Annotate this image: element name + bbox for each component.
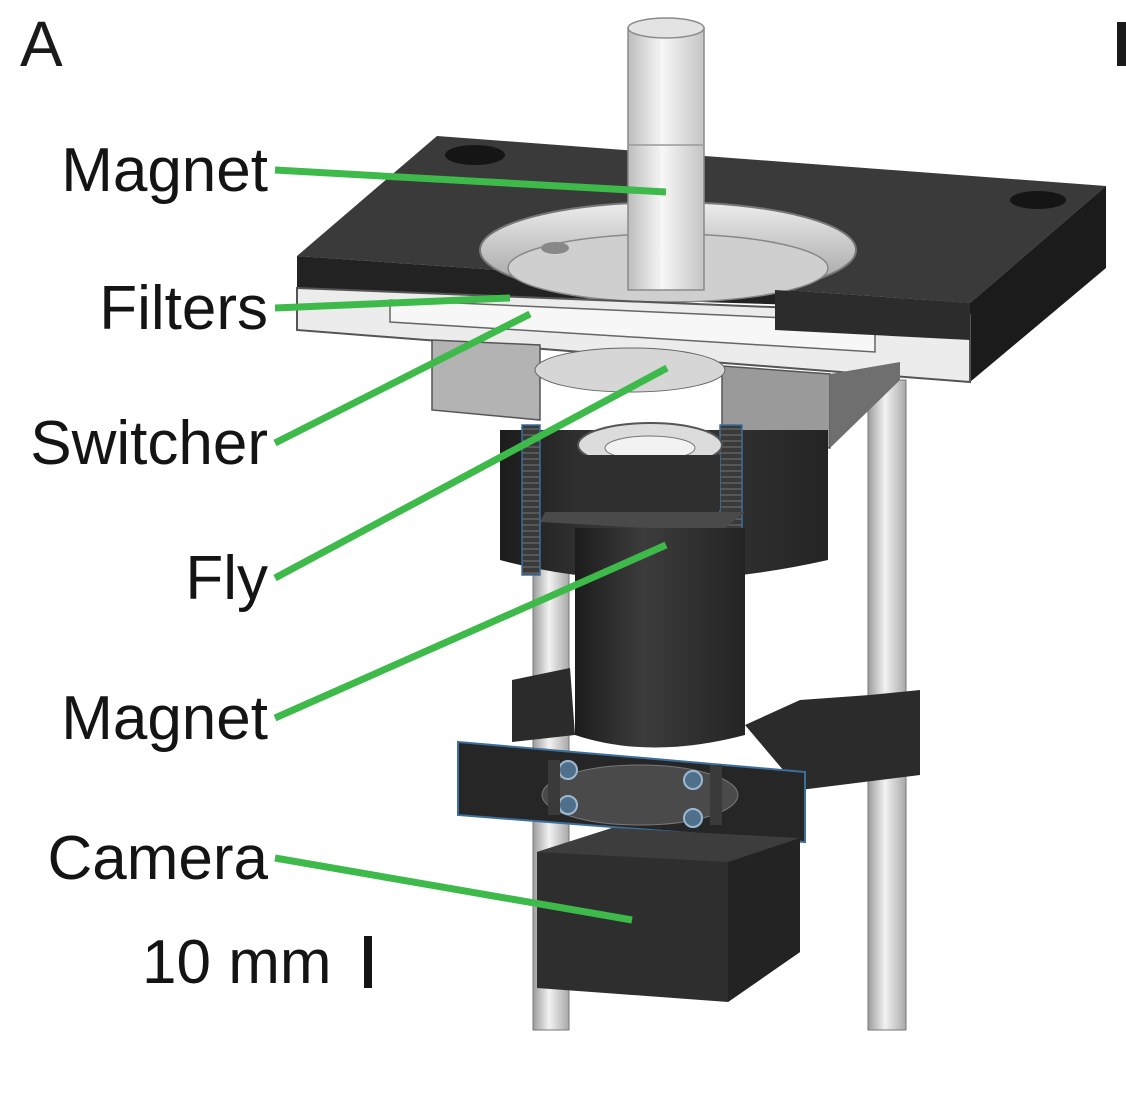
scale-bar-label: 10 mm (142, 928, 332, 997)
label-fly: Fly (185, 544, 268, 613)
leader-lines (273, 166, 669, 924)
label-filters: Filters (99, 274, 268, 343)
leader-line-camera (274, 854, 633, 924)
leader-line-switcher (273, 310, 532, 447)
lower-magnet (575, 528, 745, 748)
mount-bracket (457, 668, 920, 844)
upper-magnet (627, 17, 705, 291)
panel-letter: A (20, 8, 63, 80)
leader-line-magnet-bottom (273, 541, 668, 722)
leader-line-magnet-top (274, 166, 667, 196)
label-magnet-bottom: Magnet (61, 684, 268, 753)
label-magnet-top: Magnet (61, 136, 268, 205)
camera-block (537, 828, 800, 1002)
switcher-housing (431, 339, 900, 449)
label-switcher: Switcher (30, 409, 268, 478)
scale-bar (364, 936, 372, 988)
leader-line-fly (273, 364, 669, 582)
adjacent-panel-edge (1117, 22, 1126, 66)
leader-line-filters (274, 294, 511, 312)
filter-plate (296, 286, 971, 384)
label-camera: Camera (47, 824, 268, 893)
